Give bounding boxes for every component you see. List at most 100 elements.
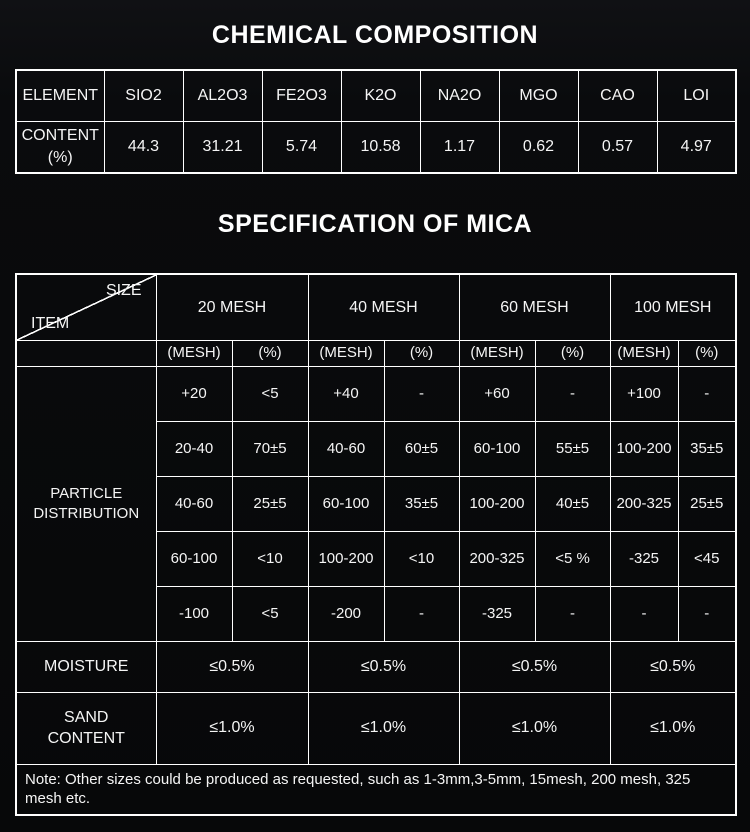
moisture-value: ≤0.5% xyxy=(609,640,737,693)
subheader-cell: (%) xyxy=(231,339,309,367)
chemical-composition-title: CHEMICAL COMPOSITION xyxy=(211,21,539,49)
particle-cell: 40-60 xyxy=(307,420,385,477)
element-header: FE2O3 xyxy=(261,69,342,122)
particle-cell: <5 xyxy=(231,585,309,642)
subheader-cell: (MESH) xyxy=(458,339,536,367)
table-row: SAND CONTENT ≤1.0% ≤1.0% ≤1.0% ≤1.0% xyxy=(15,691,737,765)
table-row: ELEMENT SIO2 AL2O3 FE2O3 K2O NA2O MGO CA… xyxy=(15,69,737,122)
table-row: 60-100 <10 100-200 <10 200-325 <5 % -325… xyxy=(16,530,737,587)
content-value: 31.21 xyxy=(182,121,263,174)
content-value: 1.17 xyxy=(419,121,500,174)
particle-cell: 200-325 xyxy=(609,475,679,532)
particle-cell: 25±5 xyxy=(677,475,737,532)
mesh-group-header: 100 MESH xyxy=(609,273,737,341)
subheader-cell: (MESH) xyxy=(155,339,233,367)
sand-content-value: ≤1.0% xyxy=(609,691,737,765)
particle-cell: - xyxy=(677,585,737,642)
particle-distribution-label: PARTICLE DISTRIBUTION xyxy=(15,365,157,642)
particle-cell: +20 xyxy=(155,365,233,422)
particle-cell: <5 % xyxy=(534,530,611,587)
mesh-group-header: 60 MESH xyxy=(458,273,611,341)
sand-content-value: ≤1.0% xyxy=(155,691,309,765)
particle-cell: +60 xyxy=(458,365,536,422)
table-row: MOISTURE ≤0.5% ≤0.5% ≤0.5% ≤0.5% xyxy=(15,640,737,693)
element-header: AL2O3 xyxy=(182,69,263,122)
particle-cell: - xyxy=(609,585,679,642)
content-value: 44.3 xyxy=(103,121,184,174)
content-value: 0.57 xyxy=(577,121,658,174)
note-text: Note: Other sizes could be produced as r… xyxy=(15,763,737,816)
table-row: -100 <5 -200 - -325 - - - xyxy=(16,585,737,642)
particle-cell: <10 xyxy=(383,530,460,587)
particle-cell: 40±5 xyxy=(534,475,611,532)
subheader-cell: (%) xyxy=(534,339,611,367)
content-row-label: CONTENT (%) xyxy=(15,121,105,174)
element-header: CAO xyxy=(577,69,658,122)
table-row: Note: Other sizes could be produced as r… xyxy=(15,763,737,816)
content-value: 0.62 xyxy=(498,121,579,174)
particle-cell: - xyxy=(534,365,611,422)
element-header: SIO2 xyxy=(103,69,184,122)
moisture-value: ≤0.5% xyxy=(155,640,309,693)
table-row: 40-60 25±5 60-100 35±5 100-200 40±5 200-… xyxy=(16,475,737,532)
empty-cell xyxy=(15,339,157,367)
particle-cell: - xyxy=(383,585,460,642)
table-row: SIZE ITEM 20 MESH 40 MESH 60 MESH 100 ME… xyxy=(15,273,737,341)
particle-cell: 60-100 xyxy=(307,475,385,532)
specification-title: SPECIFICATION OF MICA xyxy=(217,210,533,238)
chemical-composition-table: ELEMENT SIO2 AL2O3 FE2O3 K2O NA2O MGO CA… xyxy=(15,69,737,174)
sand-content-value: ≤1.0% xyxy=(307,691,460,765)
content-value: 5.74 xyxy=(261,121,342,174)
subheader-cell: (MESH) xyxy=(609,339,679,367)
particle-cell: 200-325 xyxy=(458,530,536,587)
table-row: 20-40 70±5 40-60 60±5 60-100 55±5 100-20… xyxy=(16,420,737,477)
particle-cell: 55±5 xyxy=(534,420,611,477)
mesh-group-header: 40 MESH xyxy=(307,273,460,341)
size-item-corner-cell: SIZE ITEM xyxy=(15,273,157,341)
particle-cell: - xyxy=(534,585,611,642)
table-row: CONTENT (%) 44.3 31.21 5.74 10.58 1.17 0… xyxy=(15,121,737,174)
content-value: 4.97 xyxy=(656,121,737,174)
corner-size-label: SIZE xyxy=(105,282,142,299)
subheader-cell: (MESH) xyxy=(307,339,385,367)
particle-cell: +40 xyxy=(307,365,385,422)
particle-cell: <45 xyxy=(677,530,737,587)
particle-cell: -325 xyxy=(609,530,679,587)
table-row: (MESH) (%) (MESH) (%) (MESH) (%) (MESH) … xyxy=(15,339,737,367)
table-row: PARTICLE DISTRIBUTION +20 <5 +40 - +60 -… xyxy=(15,365,737,642)
moisture-value: ≤0.5% xyxy=(307,640,460,693)
particle-cell: - xyxy=(677,365,737,422)
element-header: K2O xyxy=(340,69,421,122)
content-value: 10.58 xyxy=(340,121,421,174)
particle-cell: - xyxy=(383,365,460,422)
particle-cell: +100 xyxy=(609,365,679,422)
particle-cell: -200 xyxy=(307,585,385,642)
particle-cell: 100-200 xyxy=(609,420,679,477)
particle-cell: -100 xyxy=(155,585,233,642)
particle-cell: <10 xyxy=(231,530,309,587)
particle-cell: <5 xyxy=(231,365,309,422)
particle-cell: 70±5 xyxy=(231,420,309,477)
particle-cell: 35±5 xyxy=(677,420,737,477)
moisture-label: MOISTURE xyxy=(15,640,157,693)
particle-cell: 20-40 xyxy=(155,420,233,477)
sand-content-label: SAND CONTENT xyxy=(15,691,157,765)
subheader-cell: (%) xyxy=(383,339,460,367)
sand-content-value: ≤1.0% xyxy=(458,691,611,765)
element-header: LOI xyxy=(656,69,737,122)
particle-cell: 60-100 xyxy=(458,420,536,477)
particle-cell: -325 xyxy=(458,585,536,642)
specification-table: SIZE ITEM 20 MESH 40 MESH 60 MESH 100 ME… xyxy=(15,273,737,816)
element-header: MGO xyxy=(498,69,579,122)
subheader-cell: (%) xyxy=(677,339,737,367)
particle-cell: 100-200 xyxy=(458,475,536,532)
particle-cell: 25±5 xyxy=(231,475,309,532)
mesh-group-header: 20 MESH xyxy=(155,273,309,341)
corner-item-label: ITEM xyxy=(31,315,70,333)
particle-cell: 35±5 xyxy=(383,475,460,532)
moisture-value: ≤0.5% xyxy=(458,640,611,693)
element-header: NA2O xyxy=(419,69,500,122)
particle-cell: 60±5 xyxy=(383,420,460,477)
particle-cell: 40-60 xyxy=(155,475,233,532)
